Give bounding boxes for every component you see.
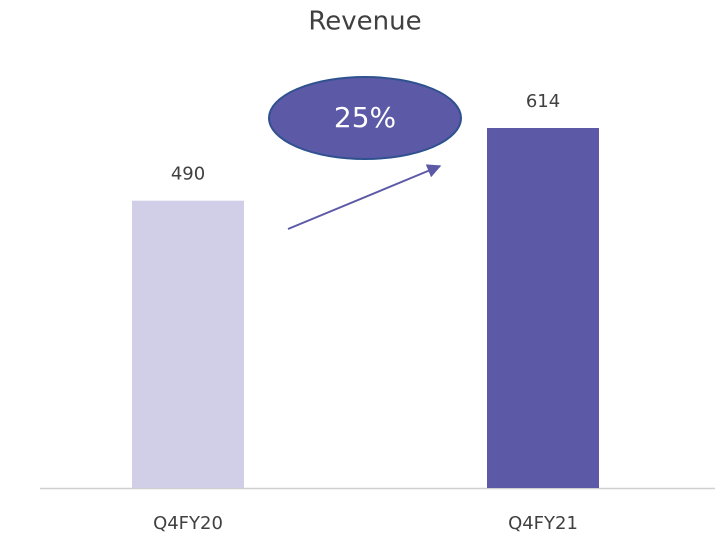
annotation: 25%: [334, 101, 396, 134]
bar: [132, 200, 244, 488]
annotation-bubble: [268, 76, 462, 160]
x-tick-label: Q4FY21: [508, 513, 578, 534]
arrow: [287, 164, 442, 230]
chart-title: Revenue: [308, 7, 421, 37]
bar: [487, 128, 599, 488]
x-tick-label: Q4FY20: [153, 513, 223, 534]
data-label: 614: [526, 91, 560, 112]
data-label: 490: [171, 164, 205, 185]
